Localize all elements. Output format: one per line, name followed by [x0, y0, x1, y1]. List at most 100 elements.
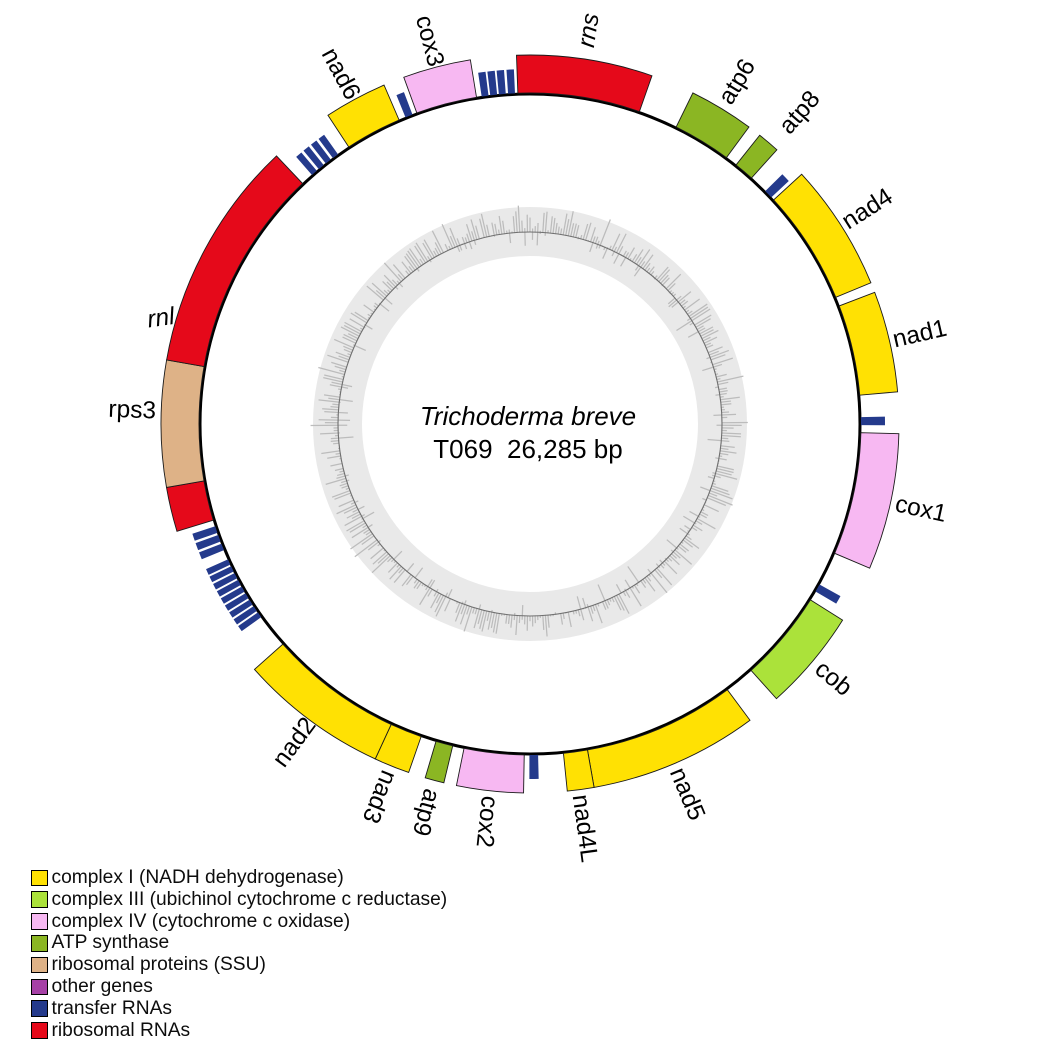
- gc-bar: [494, 223, 498, 236]
- gc-bar: [349, 522, 367, 533]
- gc-bar: [710, 354, 726, 361]
- gc-bar: [720, 403, 732, 406]
- gc-bar: [338, 355, 350, 361]
- gc-bar: [709, 489, 733, 500]
- gc-bar: [670, 552, 678, 559]
- gc-bar: [562, 213, 568, 236]
- gc-bar: [387, 556, 393, 563]
- gc-bar: [383, 262, 403, 283]
- legend-item: complex III (ubichinol cytochrome c redu…: [31, 889, 447, 911]
- gc-bar: [622, 250, 627, 257]
- gc-bar: [711, 357, 733, 366]
- gene-label-nad5: nad5: [664, 764, 710, 825]
- gc-bar: [333, 338, 355, 349]
- gc-bar: [700, 510, 709, 517]
- gc-bar: [685, 535, 692, 541]
- gc-bar: [536, 232, 539, 246]
- legend-item: ribosomal proteins (SSU): [31, 954, 447, 976]
- gc-bar: [459, 245, 463, 251]
- gc-bar: [650, 572, 668, 594]
- gc-bar: [674, 549, 693, 565]
- gc-bar: [613, 253, 620, 264]
- gc-bar: [434, 247, 440, 256]
- gene-label-cox2: cox2: [471, 794, 503, 848]
- gc-bar: [324, 374, 344, 381]
- legend-item: ribosomal RNAs: [31, 1020, 447, 1042]
- gene-label-cox1: cox1: [893, 491, 949, 528]
- gc-bar: [702, 366, 714, 372]
- gc-bar: [466, 233, 471, 243]
- gc-bar: [449, 227, 459, 247]
- gc-bar: [330, 462, 343, 467]
- gc-bar: [491, 222, 495, 236]
- trna-block: [765, 174, 789, 198]
- gc-bar: [341, 383, 353, 388]
- gc-bar: [719, 447, 729, 450]
- gc-bar: [594, 236, 599, 245]
- legend-item: complex I (NADH dehydrogenase): [31, 867, 447, 889]
- gc-bar: [444, 597, 452, 612]
- gc-bar: [712, 472, 716, 475]
- gene-block-atp8: [735, 134, 778, 179]
- gc-bar: [589, 605, 594, 614]
- gc-bar: [330, 437, 340, 440]
- gc-bar: [679, 543, 690, 552]
- gc-bar: [361, 514, 365, 517]
- gc-bar: [464, 600, 467, 605]
- gc-bar: [477, 609, 483, 625]
- trna-block: [216, 579, 241, 597]
- gc-bar: [331, 381, 343, 386]
- gc-bar: [707, 494, 733, 506]
- gc-bar: [445, 592, 449, 597]
- gc-bar: [338, 499, 355, 508]
- gc-bar: [343, 345, 354, 351]
- gc-bar: [433, 250, 438, 257]
- gc-bar: [700, 329, 714, 338]
- gc-bar: [475, 225, 481, 240]
- gc-bar: [542, 212, 545, 233]
- gc-bar: [631, 253, 638, 263]
- trna-block: [213, 573, 238, 590]
- trna-block: [220, 586, 245, 604]
- gc-bar: [339, 399, 353, 402]
- gc-bar: [318, 366, 346, 376]
- gc-bar: [510, 614, 513, 628]
- gc-bar: [343, 506, 358, 514]
- gc-bar: [404, 255, 416, 271]
- gc-bar: [415, 242, 429, 263]
- gc-bar: [354, 344, 366, 351]
- gc-bar: [613, 595, 622, 611]
- legend-label: complex III (ubichinol cytochrome c redu…: [51, 888, 448, 910]
- gc-bar: [696, 325, 704, 331]
- gc-bar: [707, 438, 722, 442]
- gene-block-atp9: [424, 740, 454, 784]
- gc-bar: [344, 321, 363, 333]
- gc-bar: [719, 392, 727, 396]
- gene-block-nad1: [838, 291, 899, 396]
- gc-bar: [715, 470, 732, 476]
- gc-bar: [655, 563, 660, 567]
- legend-swatch: [31, 935, 48, 952]
- gc-bar: [471, 231, 476, 241]
- gc-bar: [354, 500, 359, 504]
- gc-bar: [461, 236, 466, 245]
- legend-swatch: [31, 913, 48, 930]
- gc-bar: [505, 614, 508, 624]
- gc-bar: [357, 505, 365, 511]
- gc-bar: [384, 297, 393, 305]
- legend-label: ATP synthase: [51, 932, 170, 954]
- gc-bar: [565, 219, 570, 236]
- gc-bar: [377, 552, 390, 564]
- gc-bar: [557, 226, 560, 235]
- gc-bar: [393, 569, 406, 583]
- gc-bar: [401, 573, 412, 587]
- gc-bar: [409, 248, 423, 267]
- gc-bar: [683, 537, 700, 550]
- legend-label: complex IV (cytochrome c oxidase): [51, 910, 351, 932]
- gc-bar: [343, 348, 353, 354]
- gc-bar: [392, 264, 406, 279]
- gc-bar: [490, 612, 495, 629]
- gc-bar: [435, 595, 447, 617]
- gc-bar: [334, 467, 344, 472]
- gc-bar: [720, 439, 730, 442]
